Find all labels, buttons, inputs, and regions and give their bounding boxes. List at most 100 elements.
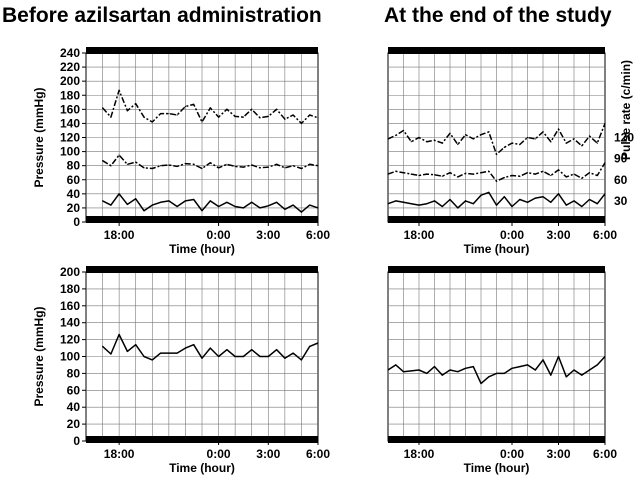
data-point — [550, 174, 552, 177]
data-point — [480, 134, 482, 136]
data-point — [588, 369, 591, 371]
x-tick-label: 3:00 — [546, 447, 570, 461]
data-point — [184, 163, 186, 165]
data-point — [226, 163, 228, 165]
data-point — [176, 205, 178, 208]
data-point — [242, 166, 244, 168]
data-point — [573, 138, 575, 140]
data-point — [193, 163, 195, 165]
data-point — [234, 205, 236, 208]
data-point — [604, 162, 606, 164]
data-point — [519, 175, 521, 177]
x-tick-label: 0:00 — [207, 447, 231, 461]
data-point — [184, 105, 186, 108]
data-point — [292, 352, 294, 354]
data-point — [488, 170, 490, 172]
y-tick-label: 220 — [60, 60, 80, 74]
data-point — [160, 201, 162, 203]
chart-panel-before-top: 18:00 0:00 3:00 6:00 Time (hour) 020406080100… — [32, 46, 330, 256]
data-point — [526, 201, 529, 203]
data-point — [557, 128, 560, 130]
data-point — [565, 142, 567, 144]
data-point — [534, 369, 536, 371]
y-tick-label: 140 — [60, 316, 80, 330]
x-tick-label: 0:00 — [500, 447, 524, 461]
data-point — [168, 113, 170, 115]
y-tick-label: 20 — [67, 201, 81, 215]
x-tick-label: 6:00 — [306, 228, 330, 242]
data-point — [433, 139, 436, 141]
data-point — [309, 204, 311, 206]
data-point — [284, 208, 286, 210]
data-point — [449, 369, 451, 371]
data-point — [226, 349, 228, 351]
data-point — [110, 204, 112, 206]
data-point — [135, 103, 137, 105]
data-point — [143, 355, 145, 358]
data-point — [441, 142, 443, 144]
data-point — [292, 114, 294, 116]
data-point — [395, 200, 397, 202]
data-point — [267, 355, 269, 358]
data-point — [151, 359, 153, 361]
data-point — [126, 163, 128, 165]
data-point — [433, 366, 436, 368]
x-tick-label: 18:00 — [104, 228, 135, 242]
x-tick-label: 6:00 — [306, 447, 330, 461]
data-point — [581, 177, 583, 179]
data-point — [542, 196, 544, 198]
data-point — [201, 357, 203, 359]
data-point — [276, 163, 278, 165]
y-tick-label-right: 60 — [614, 173, 628, 187]
data-point — [284, 118, 286, 120]
data-point — [300, 122, 302, 124]
data-point — [234, 355, 236, 358]
data-point — [118, 89, 120, 91]
data-point — [480, 172, 482, 174]
period-band-bottom — [86, 436, 318, 443]
data-point — [495, 372, 498, 374]
y-tick-label: 140 — [60, 116, 80, 130]
period-band-bottom — [388, 216, 605, 223]
data-point — [218, 205, 220, 208]
data-point — [495, 180, 498, 182]
data-point — [309, 163, 311, 165]
data-point — [209, 200, 211, 202]
x-tick-label: 0:00 — [500, 228, 524, 242]
data-point — [118, 154, 120, 156]
data-point — [480, 382, 482, 385]
data-point — [488, 131, 490, 133]
data-point — [402, 201, 405, 203]
data-point — [511, 174, 513, 177]
data-point — [300, 167, 302, 170]
data-point — [596, 174, 598, 177]
data-point — [488, 376, 490, 378]
data-point — [410, 203, 412, 205]
period-band-top — [388, 266, 605, 273]
y-tick-label: 120 — [60, 131, 80, 145]
data-point — [418, 174, 420, 177]
x-tick-label: 18:00 — [404, 447, 435, 461]
y-tick-label: 80 — [67, 159, 81, 173]
data-point — [557, 193, 560, 195]
data-point — [441, 175, 443, 177]
data-point — [573, 200, 575, 202]
period-band-bottom — [388, 436, 605, 443]
x-tick-label: 6:00 — [593, 228, 617, 242]
data-point — [534, 173, 536, 175]
data-point — [267, 205, 269, 207]
data-point — [143, 167, 145, 169]
data-point — [317, 117, 319, 119]
data-point — [464, 134, 467, 136]
data-point — [176, 165, 178, 167]
y-tick-label: 200 — [60, 74, 80, 88]
y-axis-label: Pressure (mmHg) — [32, 306, 46, 406]
data-point — [464, 172, 467, 174]
data-point — [511, 205, 513, 208]
period-band-bottom — [86, 216, 318, 223]
data-point — [542, 359, 544, 361]
data-point — [550, 374, 552, 376]
data-point — [110, 116, 112, 118]
data-point — [160, 113, 162, 115]
data-point — [284, 167, 286, 169]
